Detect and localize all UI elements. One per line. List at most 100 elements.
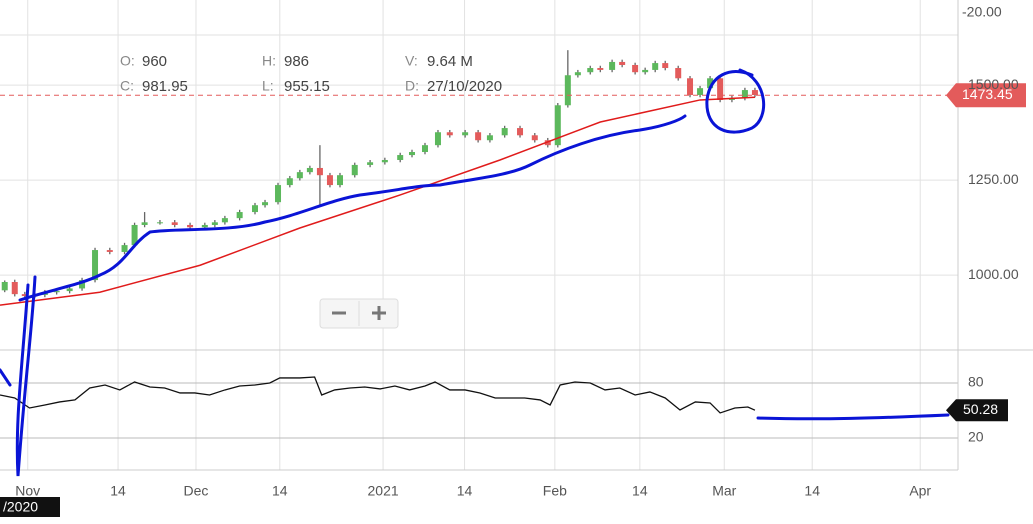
candle-body [106,250,113,252]
x-tick-label: 14 [110,483,126,499]
last-price-label: 1473.45 [962,86,1013,102]
candle-body [11,281,18,295]
header-value: 960 [142,53,167,70]
candle-body [286,178,293,186]
candle-body [397,155,404,160]
date-label: /2020 [3,499,38,515]
candle-body [296,172,303,179]
x-tick-label: Feb [543,483,567,499]
candle-body [642,69,649,73]
candle-body [316,167,323,176]
marks [0,50,1026,422]
rsi-last-label: 50.28 [963,401,998,417]
candle-body [131,224,138,246]
candle-body [156,222,163,224]
header-key: H: [262,53,276,69]
x-tick-label: 2021 [368,483,399,499]
x-tick-label: 14 [632,483,648,499]
candle-body [381,159,388,163]
candle-body [367,162,374,165]
rsi-tick-label: 20 [968,429,984,445]
candle-body [236,212,243,219]
candle-body [717,78,724,100]
header-value: 981.95 [142,78,188,95]
y-tick-label: 1500.00 [968,76,1019,92]
candle-body [587,68,594,73]
hand-drawn-circle [705,68,766,134]
candle-body [687,78,694,96]
candle-body [446,132,453,136]
candle-body [306,167,313,173]
hand-annotations [0,68,950,477]
candle-body [501,128,508,136]
x-tick-label: 14 [804,483,820,499]
header-value: 9.64 M [427,53,473,70]
candle-body [53,291,60,293]
header-key: L: [262,78,274,94]
rsi-last-tag [946,399,1008,422]
candle-body [21,294,28,297]
candle-body [1,281,8,291]
hand-drawn-line [756,413,950,421]
candle-body [751,90,758,96]
candle-body [121,245,128,252]
hand-drawn-line [18,114,687,302]
candle-body [409,152,416,156]
candle-body [351,164,358,176]
candle-body [187,224,194,228]
candle-body [619,61,626,65]
candle-body [741,90,748,99]
rsi-tick-label: 80 [968,374,984,390]
header-value: 986 [284,53,309,70]
rsi-line [0,376,756,414]
y-tick-label: 1000.00 [968,266,1019,282]
candle-body [486,135,493,141]
candle-body [564,75,571,106]
candle-body [554,105,561,146]
candle-body [574,72,581,76]
candle-body [211,222,218,225]
candle-body [262,202,269,206]
candle-body [434,132,441,146]
moving-average [0,96,755,306]
candle-body [475,132,482,141]
x-tick-label: Nov [15,483,40,499]
zoom-controls[interactable] [319,298,399,329]
candle-body [652,63,659,70]
grid [0,0,958,470]
candle-body [141,222,148,225]
candle-body [531,135,538,141]
candle-body [632,64,639,73]
hand-drawn-stroke [0,368,12,387]
candle-body [336,175,343,186]
candle-body [697,88,704,96]
candle-body [609,61,616,70]
clipped-label: -20.00 [962,4,1002,20]
x-tick-label: 14 [457,483,473,499]
x-tick-label: 14 [272,483,288,499]
candle-body [421,145,428,153]
y-tick-label: 1250.00 [968,171,1019,187]
candle-body [544,140,551,146]
labels: Nov 14 Dec 14 2021 14 Feb 14 Mar 14 Apr 1000.00 1250… [15,53,1019,499]
candle-body [275,185,282,203]
candle-body [326,175,333,186]
candle-body [517,128,524,136]
candle-body [79,280,86,289]
candle-body [707,78,714,89]
hand-drawn-stroke [15,275,37,477]
candle-body [251,205,258,213]
last-price-tag [946,83,1026,108]
candle-body [201,224,208,228]
header-value: 27/10/2020 [427,78,502,95]
candle-body [462,132,469,136]
header-key: V: [405,53,418,69]
candle-body [662,63,669,69]
x-tick-label: Dec [184,483,209,499]
candle-body [597,68,604,70]
header-key: D: [405,78,419,94]
candle-body [66,288,73,292]
